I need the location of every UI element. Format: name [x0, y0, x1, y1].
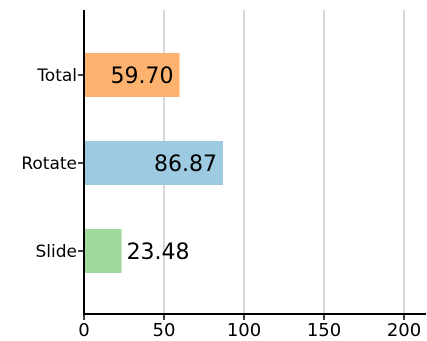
- bars: [84, 53, 223, 273]
- x-tick-label: 50: [153, 320, 176, 341]
- data-label-total: 59.70: [111, 64, 174, 89]
- axes: [78, 10, 426, 320]
- category-label-slide: Slide: [36, 242, 78, 262]
- x-tick-label: 200: [387, 320, 421, 341]
- labels: 0 50 100 150 200 Total 59.70 Rotate 86.87 Slide 23…: [21, 64, 421, 341]
- bar-total: [84, 53, 180, 97]
- data-label-slide: 23.48: [127, 240, 190, 265]
- category-label-rotate: Rotate: [21, 154, 77, 174]
- x-tick-label: 0: [78, 320, 89, 341]
- x-tick-label: 100: [227, 320, 261, 341]
- data-label-rotate: 86.87: [154, 152, 217, 177]
- x-tick-label: 150: [307, 320, 341, 341]
- category-label-total: Total: [36, 66, 77, 86]
- bar-slide: [84, 229, 122, 273]
- bar-rotate: [84, 141, 223, 185]
